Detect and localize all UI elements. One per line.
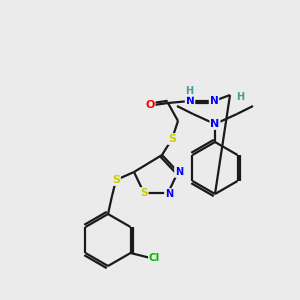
Text: O: O xyxy=(145,100,155,110)
Text: N: N xyxy=(210,119,220,129)
Text: N: N xyxy=(165,189,173,199)
Text: N: N xyxy=(186,96,194,106)
Text: N: N xyxy=(175,167,183,177)
Text: H: H xyxy=(236,92,244,102)
Text: S: S xyxy=(140,188,148,198)
Text: S: S xyxy=(168,134,176,144)
Text: N: N xyxy=(210,96,218,106)
Text: Cl: Cl xyxy=(149,253,160,263)
Text: H: H xyxy=(185,86,193,96)
Text: S: S xyxy=(112,175,120,185)
